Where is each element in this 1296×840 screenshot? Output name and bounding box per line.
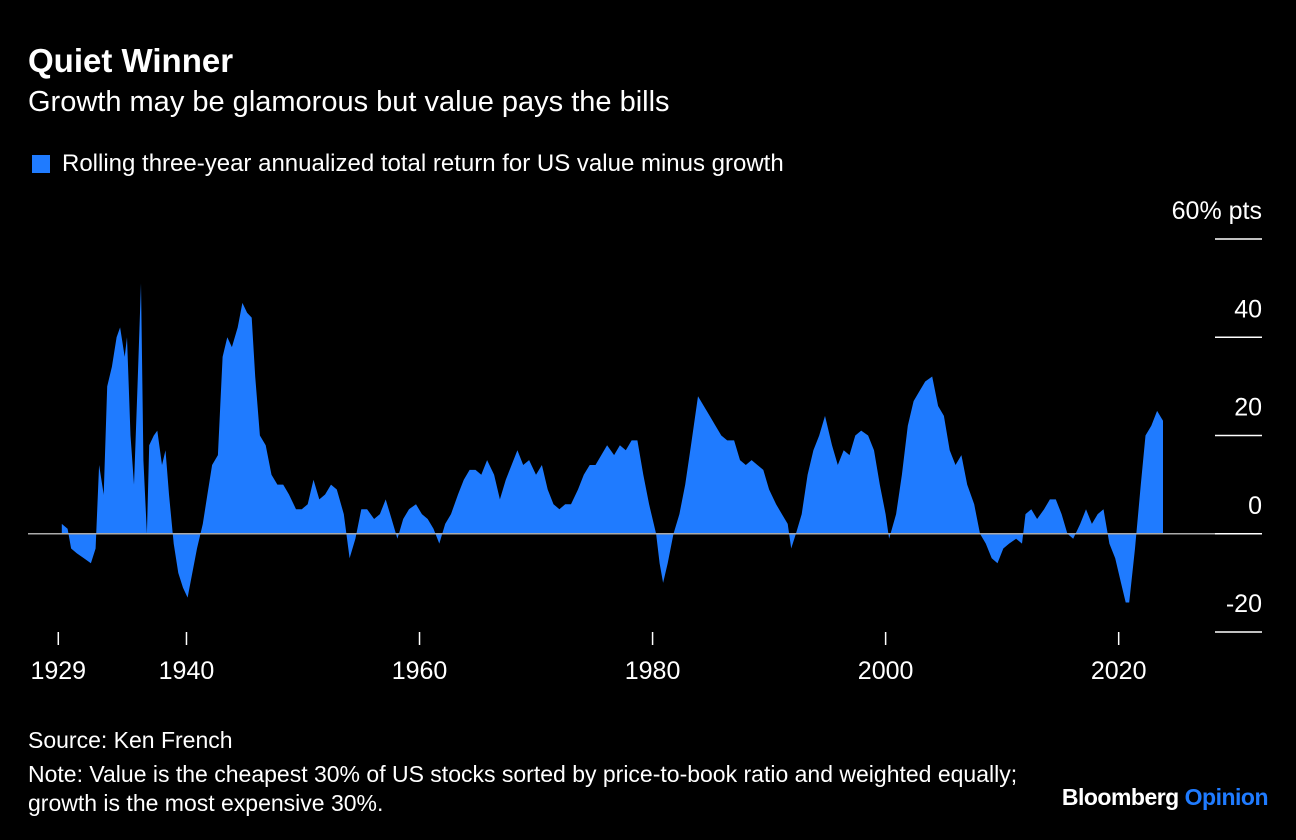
legend-swatch [32,155,50,173]
legend: Rolling three-year annualized total retu… [32,150,784,178]
y-tick-label: 60% pts [1172,197,1262,225]
x-tick-label: 2020 [1091,657,1147,685]
brand: Bloomberg Opinion [1061,784,1269,811]
y-tick-label: 0 [1248,492,1262,520]
area [61,283,1163,603]
chart-title: Quiet Winner [28,42,234,79]
y-tick-label: -20 [1226,590,1262,618]
x-tick-label: 1980 [625,657,681,685]
x-tick-label: 2000 [858,657,914,685]
legend-label: Rolling three-year annualized total retu… [62,150,784,177]
x-tick-label: 1940 [159,657,215,685]
x-tick-label: 1960 [392,657,448,685]
brand-name: Bloomberg [1061,784,1179,810]
y-tick-label: 40 [1234,295,1262,323]
y-tick-label: 20 [1234,394,1262,422]
brand-section: Opinion [1184,784,1269,810]
note: Note: Value is the cheapest 30% of US st… [28,761,1018,816]
x-tick-label: 1929 [30,657,86,685]
source: Source: Ken French [28,727,233,753]
chart-subtitle: Growth may be glamorous but value pays t… [28,86,670,118]
